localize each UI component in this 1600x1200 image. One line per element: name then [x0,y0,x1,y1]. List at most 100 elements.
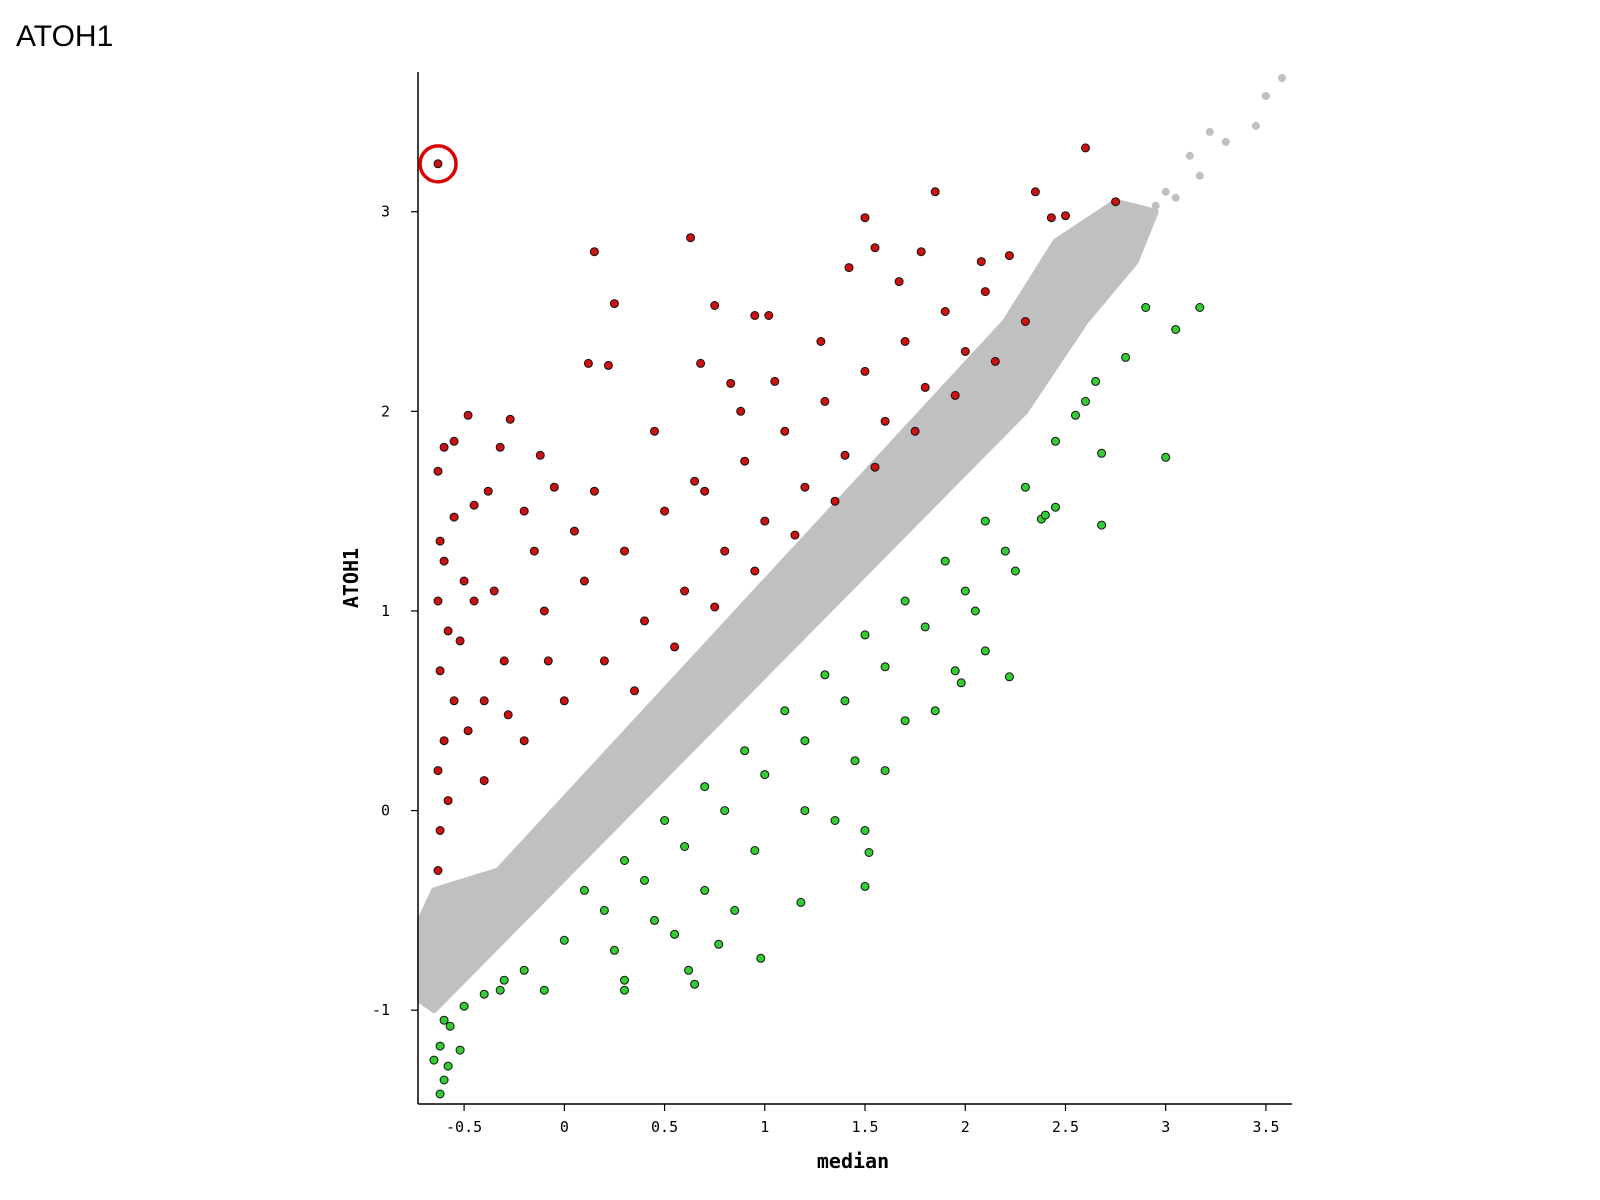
grey-point [1111,237,1120,246]
red-point [449,512,459,522]
red-point [435,666,445,676]
y-tick-label: 1 [381,602,390,620]
green-point [1097,520,1107,530]
red-point [439,736,449,746]
red-point [900,337,910,346]
green-point [880,662,890,672]
grey-point [1261,92,1270,100]
red-point [960,347,970,356]
green-point [880,766,890,776]
red-point [916,247,926,257]
red-point [529,546,539,556]
green-point [499,975,509,985]
red-point [435,826,445,835]
grey-point [1101,251,1110,260]
green-point [1091,376,1101,386]
x-ticks: -0.5 0 0.5 1 1.5 2 2.5 3 3.5 [446,1104,1279,1136]
green-point [1000,546,1010,556]
axes: -0.5 0 0.5 1 1.5 2 2.5 3 3.5 -1 0 1 2 3 median ATOH1 [339,72,1292,1173]
red-point [469,596,479,606]
red-point [603,360,613,370]
green-point [435,1089,445,1099]
green-point [1195,303,1205,312]
red-point [840,450,850,460]
green-point [620,856,629,865]
green-point [670,929,680,939]
points-layer [417,74,1286,1099]
red-point [770,376,780,386]
red-point [790,530,800,540]
grey-point-cloud [417,198,1159,1014]
green-point [730,905,740,915]
annotation-layer [418,144,458,184]
red-point [483,486,493,496]
green-point [900,596,910,606]
red-point [443,626,453,636]
green-point [800,806,810,816]
y-tick-label: 3 [381,203,390,221]
green-point [860,826,870,835]
x-tick-label: 2 [961,1118,970,1136]
red-point [1020,317,1030,326]
red-point [830,496,840,506]
red-point [820,396,830,406]
red-point [1046,213,1056,223]
green-point [820,670,830,680]
red-point [459,576,469,586]
green-point [800,736,810,746]
grey-point [1041,313,1050,322]
red-point [764,311,774,320]
green-point [720,806,730,816]
red-point [880,416,890,426]
red-point [433,596,443,606]
red-point [469,500,479,510]
green-point [459,1001,469,1011]
grey-point [1031,321,1040,330]
x-tick-label: 1 [760,1118,769,1136]
red-point [569,526,579,536]
green-point [740,746,750,756]
red-point [499,656,509,666]
green-point [1004,672,1014,682]
red-point [583,358,593,368]
red-point [599,656,609,666]
green-point [445,1021,455,1031]
red-point [680,586,690,596]
red-point [910,426,920,436]
green-point [680,842,690,851]
red-point [736,406,746,416]
green-point [1121,352,1131,362]
green-point [1010,566,1020,576]
green-point [980,646,990,656]
x-tick-label: 2.5 [1052,1118,1079,1136]
green-point [850,756,860,766]
x-tick-label: 3 [1161,1118,1170,1136]
red-point [760,516,770,526]
y-ticks: -1 0 1 2 3 [372,203,418,1019]
green-point [860,630,870,640]
green-point [930,706,940,716]
red-point [660,506,670,516]
red-point [750,566,760,576]
grey-point [1251,121,1260,130]
red-point [505,414,515,424]
red-point [800,482,810,492]
green-point [1097,448,1107,458]
red-point [579,576,589,586]
green-point [660,816,670,825]
green-point [620,975,629,985]
y-tick-label: -1 [372,1001,390,1019]
red-point [710,301,720,310]
page-title: ATOH1 [16,20,114,53]
red-point [433,866,443,875]
x-tick-label: -0.5 [446,1118,482,1136]
red-point [439,556,449,566]
grey-point [1151,201,1160,210]
red-point [539,606,549,616]
grey-point [1195,171,1204,180]
green-point [690,979,700,989]
green-point [956,678,966,688]
red-point [1081,143,1090,153]
x-tick-label: 0 [560,1118,569,1136]
